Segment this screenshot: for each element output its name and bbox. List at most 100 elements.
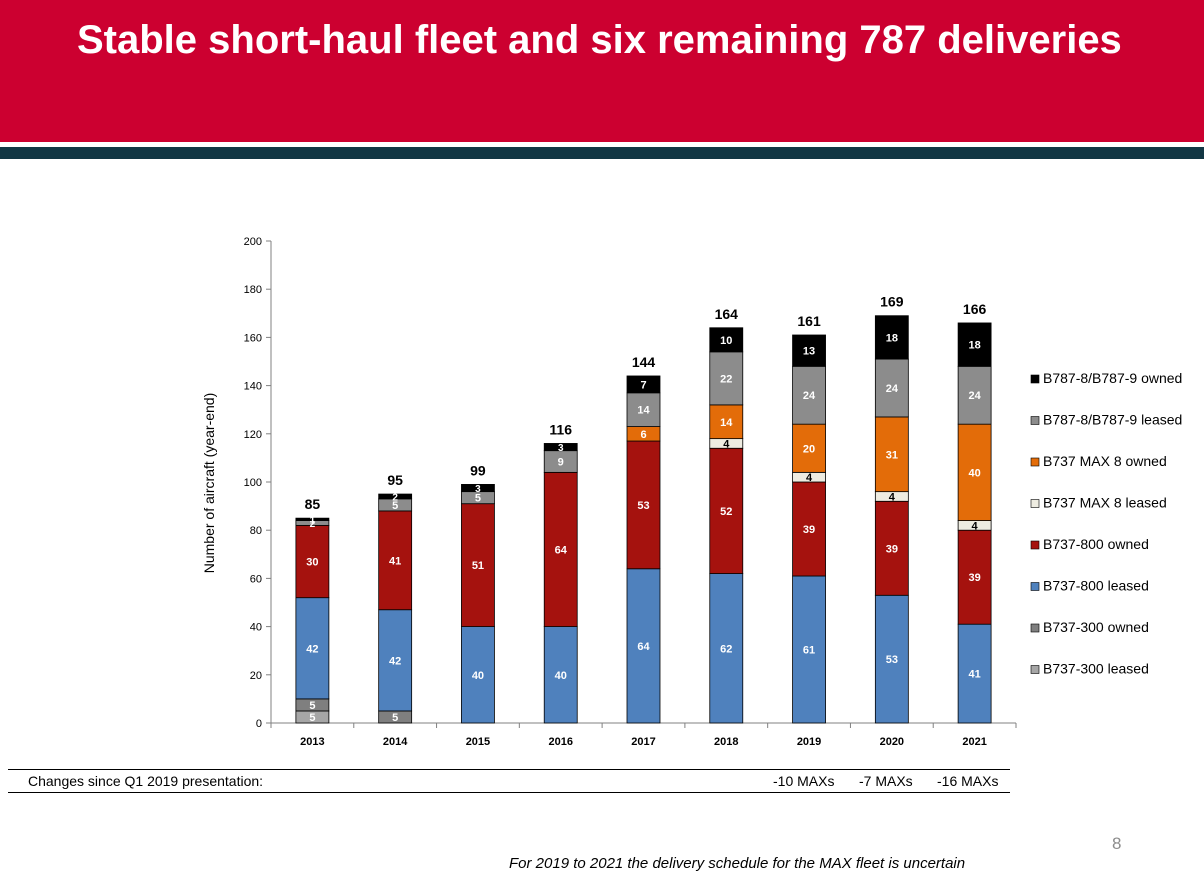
y-tick-label: 120 [244, 429, 262, 441]
legend-entry: B787-8/B787-9 owned [1043, 370, 1182, 386]
bar-segment [709, 404, 744, 440]
bar-segment [957, 365, 992, 425]
bar-value-label: 5 [309, 700, 315, 712]
bar-value-label: 40 [555, 670, 567, 682]
bar-segment [461, 503, 495, 628]
legend-swatch [1030, 499, 1040, 508]
bar-value-label: 9 [558, 457, 564, 469]
bar-segment [626, 375, 661, 394]
legend-entry: B737-800 leased [1043, 578, 1149, 594]
page-number: 8 [1112, 834, 1122, 853]
bar-value-label: 2 [310, 519, 316, 530]
bar-segment [709, 573, 744, 724]
bar-value-label: 41 [389, 555, 401, 567]
bar-segment [709, 327, 744, 353]
legend-entry: B737-300 owned [1043, 619, 1149, 635]
bar-value-label: 2 [392, 492, 398, 503]
bar-segment [874, 594, 909, 724]
bar-segment [792, 481, 826, 577]
bar-value-label: 5 [309, 712, 315, 724]
bar-value-label: 39 [803, 524, 815, 536]
bar-segment [378, 609, 413, 712]
bar-segment [709, 351, 744, 406]
bar-segment [295, 517, 330, 521]
x-category-label: 2015 [466, 736, 490, 748]
bar-segment [709, 447, 744, 574]
footnote: For 2019 to 2021 the delivery schedule f… [509, 855, 966, 872]
bar-segment [461, 484, 495, 493]
y-tick-label: 200 [244, 236, 262, 248]
bar-segment [626, 392, 661, 427]
bar-segment [626, 568, 661, 724]
bar-value-label: 24 [803, 390, 816, 402]
bar-value-label: 64 [555, 544, 568, 556]
bar-value-label: 18 [886, 332, 898, 344]
bar-value-label: 4 [889, 491, 896, 503]
changes-table: Changes since Q1 2019 presentation: -10 … [8, 769, 1010, 793]
legend-entry: B787-8/B787-9 leased [1043, 412, 1182, 428]
bar-value-label: 53 [637, 500, 649, 512]
bar-value-label: 4 [972, 520, 979, 532]
legend-swatch [1030, 540, 1040, 550]
bar-value-label: 41 [968, 669, 980, 681]
bar-value-label: 1 [310, 515, 316, 526]
bar-segment [874, 358, 909, 418]
bar-value-label: 4 [806, 472, 813, 484]
bar-value-label: 14 [720, 417, 733, 429]
legend-swatch [1030, 665, 1040, 674]
bar-value-label: 39 [886, 543, 898, 555]
legend-swatch [1030, 623, 1040, 633]
bar-segment [626, 440, 661, 570]
y-tick-label: 180 [244, 284, 262, 296]
bar-value-label: 53 [886, 654, 898, 666]
bar-segment [543, 626, 578, 724]
bar-value-label: 4 [723, 438, 730, 450]
bar-segment [378, 493, 413, 500]
slide-title: Stable short-haul fleet and six remainin… [77, 18, 1122, 62]
y-tick-label: 100 [244, 477, 262, 489]
bar-total-label: 144 [632, 354, 656, 370]
bar-total-label: 169 [880, 294, 904, 310]
bar-value-label: 31 [886, 449, 898, 461]
bar-value-label: 3 [558, 443, 564, 454]
bar-segment [792, 334, 826, 367]
bar-segment [957, 322, 992, 367]
x-category-label: 2013 [300, 736, 324, 748]
bar-total-label: 99 [470, 462, 486, 478]
bar-value-label: 13 [803, 346, 815, 358]
bar-value-label: 64 [637, 641, 650, 653]
bar-total-label: 85 [305, 496, 321, 512]
bar-value-label: 20 [803, 443, 815, 455]
bar-value-label: 3 [475, 484, 481, 495]
x-category-label: 2018 [714, 736, 738, 748]
bar-value-label: 24 [968, 390, 981, 402]
bar-segment [792, 365, 826, 425]
bar-segment [461, 626, 495, 724]
changes-label: Changes since Q1 2019 presentation: [28, 773, 264, 789]
bar-value-label: 5 [392, 500, 398, 512]
legend-swatch [1030, 457, 1040, 467]
bar-segment [792, 575, 826, 724]
bar-segment [874, 416, 909, 493]
bar-total-label: 95 [387, 472, 403, 488]
bar-value-label: 42 [306, 643, 318, 655]
bar-segment [543, 443, 578, 452]
bar-segment [874, 500, 909, 596]
x-category-label: 2020 [880, 736, 904, 748]
bar-value-label: 6 [640, 429, 646, 441]
bar-value-label: 24 [886, 383, 899, 395]
bar-value-label: 5 [392, 712, 398, 724]
bar-segment [874, 315, 909, 360]
legend-swatch [1030, 416, 1040, 425]
x-category-label: 2019 [797, 736, 821, 748]
bar-value-label: 40 [472, 670, 484, 682]
bar-value-label: 51 [472, 560, 484, 572]
y-tick-label: 40 [250, 622, 262, 634]
legend-swatch [1030, 582, 1040, 591]
x-category-label: 2016 [548, 736, 572, 748]
bar-total-label: 116 [549, 421, 572, 437]
bar-value-label: 61 [803, 644, 815, 656]
bar-value-label: 5 [475, 493, 481, 505]
x-category-label: 2021 [962, 736, 986, 748]
